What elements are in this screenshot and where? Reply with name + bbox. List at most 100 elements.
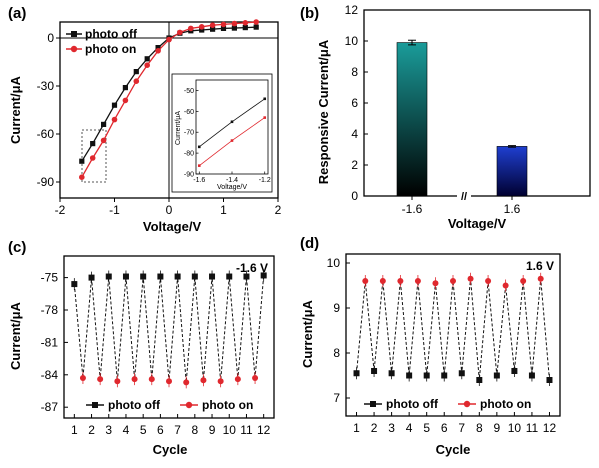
y-tick-label-a: -90 — [37, 175, 55, 189]
data-point-photo-off — [220, 25, 227, 31]
x-tick-label-a: -2 — [55, 203, 66, 217]
data-point-photo-off-c — [209, 273, 216, 280]
y-tick-label-b: 12 — [345, 3, 359, 17]
legend-label-on-a: photo on — [85, 42, 136, 56]
data-point-photo-off — [253, 24, 259, 30]
y-tick-label-a: 0 — [47, 31, 54, 45]
inset-data-point-photo-on — [230, 139, 234, 142]
data-point-photo-on — [188, 25, 194, 32]
inset-x-tick-label: -1.4 — [226, 177, 238, 184]
data-point-photo-on — [253, 19, 259, 25]
plot-frame-c — [63, 255, 275, 419]
x-tick-label-d: 3 — [388, 421, 395, 435]
y-tick-label-d: 9 — [333, 301, 340, 315]
legend-label-on-c: photo on — [202, 398, 253, 412]
data-point-photo-off-c — [174, 273, 181, 280]
inset-data-point-photo-off — [263, 97, 267, 101]
data-point-photo-off-d — [528, 372, 535, 379]
data-point-photo-off — [122, 85, 128, 91]
data-point-photo-off-c — [71, 281, 78, 288]
x-axis-label-d: Cycle — [436, 442, 471, 457]
x-tick-label-d: 7 — [458, 421, 465, 435]
x-axis-label-a: Voltage/V — [143, 219, 202, 234]
x-tick-label-c: 7 — [174, 423, 181, 437]
zoom-box — [81, 129, 107, 183]
data-point-photo-on-c — [97, 376, 104, 383]
data-point-photo-on-c — [148, 376, 155, 383]
data-point-photo-on — [111, 116, 118, 123]
data-point-photo-off-c — [157, 273, 164, 280]
data-point-photo-on-c — [79, 375, 86, 382]
data-point-photo-on-d — [450, 278, 456, 284]
legend-a: photo off photo on — [66, 27, 138, 56]
data-point-photo-off-d — [423, 372, 430, 379]
x-tick-label-d: 1 — [353, 421, 360, 435]
data-point-photo-off-c — [105, 273, 112, 280]
data-point-photo-off-c — [260, 272, 267, 279]
data-point-photo-off-d — [546, 377, 553, 383]
data-point-photo-on-c — [183, 379, 190, 386]
data-point-photo-off — [101, 121, 107, 127]
data-point-photo-off — [199, 27, 205, 33]
data-point-photo-on-c — [166, 378, 172, 385]
data-point-photo-on-c — [114, 378, 121, 385]
inset-y-tick-label: -90 — [184, 172, 194, 179]
data-point-photo-on — [177, 29, 183, 36]
x-tick-label-d: 11 — [526, 421, 539, 435]
data-point-photo-off-d — [371, 368, 378, 374]
bar-neg-1-6 — [396, 42, 428, 197]
y-tick-label-c: -87 — [41, 400, 59, 414]
data-point-photo-off — [210, 26, 216, 32]
data-point-photo-off-d — [388, 370, 395, 377]
data-point-photo-off-c — [243, 273, 250, 280]
y-tick-label-c: -78 — [41, 303, 59, 317]
inset-data-point-photo-on — [263, 116, 267, 119]
legend-label-on-d: photo on — [480, 397, 531, 411]
y-axis-label-b: Responsive Current/μA — [316, 39, 331, 184]
data-point-photo-on-d — [485, 278, 492, 284]
inset-x-label: Voltage/V — [217, 184, 247, 191]
panel-a: Voltage/V Current/μA photo off photo on … — [8, 21, 279, 234]
inset-data-point-photo-on — [197, 164, 201, 167]
data-point-photo-off-d — [406, 372, 413, 379]
x-tick-label-c: 2 — [88, 423, 95, 437]
data-point-photo-off — [155, 45, 161, 51]
data-point-photo-on — [122, 97, 129, 104]
dashed-cycle-line-d — [356, 278, 550, 381]
x-tick-label-d: 8 — [476, 421, 483, 435]
data-point-photo-on-c — [252, 375, 259, 382]
data-point-photo-off — [231, 25, 237, 31]
data-point-photo-on-d — [432, 280, 439, 287]
data-point-photo-on — [220, 21, 227, 28]
panel-label-b: (b) — [300, 5, 319, 22]
data-point-photo-off-d — [441, 372, 448, 379]
y-tick-label-d: 7 — [333, 391, 340, 405]
x-tick-label-c: 8 — [191, 423, 198, 437]
legend-label-off-a: photo off — [85, 27, 138, 41]
y-tick-label-b: 4 — [351, 127, 358, 141]
annotation-c: -1.6 V — [236, 261, 268, 275]
data-point-photo-on-d — [537, 275, 544, 282]
data-point-photo-off-d — [493, 372, 500, 379]
legend-label-off-c: photo off — [108, 398, 161, 412]
data-point-photo-off-c — [140, 273, 147, 280]
inset-y-label: Current/μA — [175, 111, 182, 145]
y-tick-label-c: -84 — [41, 368, 59, 382]
plot-frame-d — [345, 253, 561, 417]
data-point-photo-on-c — [234, 376, 241, 383]
data-point-photo-off — [144, 56, 150, 62]
data-point-photo-on-d — [467, 275, 474, 282]
inset-y-tick-label: -50 — [184, 88, 194, 95]
x-tick-label-a: 1 — [220, 203, 227, 217]
x-tick-label-d: 9 — [494, 421, 501, 435]
data-point-photo-on-d — [379, 278, 386, 284]
data-point-photo-on-d — [520, 278, 527, 284]
data-point-photo-on — [89, 155, 96, 161]
y-axis-label-a: Current/μA — [8, 75, 23, 144]
data-point-photo-on — [231, 20, 238, 27]
data-point-photo-off — [242, 25, 248, 31]
x-tick-label-c: 10 — [223, 423, 237, 437]
data-point-photo-off — [90, 141, 96, 147]
data-point-photo-on-d — [362, 278, 369, 284]
x-tick-label-b: -1.6 — [402, 202, 423, 216]
